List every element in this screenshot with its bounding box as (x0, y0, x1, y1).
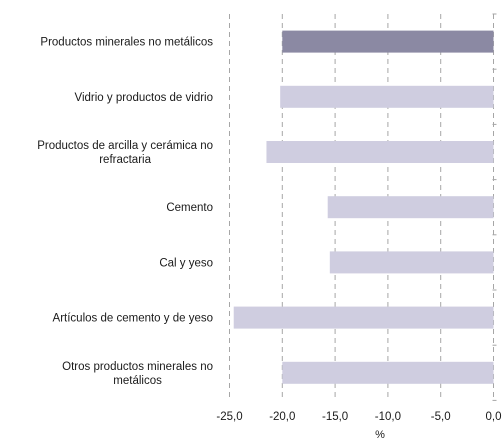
x-tick-label: -15,0 (322, 411, 348, 423)
category-label: Vidrio y productos de vidrio (75, 92, 214, 104)
x-tick-label: -25,0 (216, 411, 242, 423)
category-label: metálicos (113, 375, 162, 387)
bar (280, 85, 494, 108)
x-tick-label: 0,0 (486, 411, 502, 423)
bar (282, 30, 494, 53)
category-label: Cal y yeso (159, 257, 213, 269)
x-tick-label: -5,0 (431, 411, 451, 423)
bar (282, 361, 494, 384)
category-label: Productos de arcilla y cerámica no (37, 140, 213, 152)
bars (233, 30, 494, 384)
bar (233, 306, 494, 329)
category-labels: Productos minerales no metálicos Vidrio y… (37, 37, 213, 387)
bar (329, 251, 494, 274)
bar (327, 196, 494, 219)
x-axis-title: % (375, 429, 385, 439)
x-axis-ticks: -25,0 -20,0 -15,0 -10,0 -5,0 0,0 (216, 411, 501, 423)
category-label: Cemento (166, 202, 213, 214)
x-tick-label: -10,0 (375, 411, 401, 423)
category-label: Artículos de cemento y de yeso (53, 313, 213, 325)
bar (266, 141, 494, 163)
category-label: refractaria (99, 154, 151, 166)
category-label: Productos minerales no metálicos (40, 37, 213, 49)
x-tick-label: -20,0 (269, 411, 295, 423)
category-label: Otros productos minerales no (62, 361, 213, 373)
